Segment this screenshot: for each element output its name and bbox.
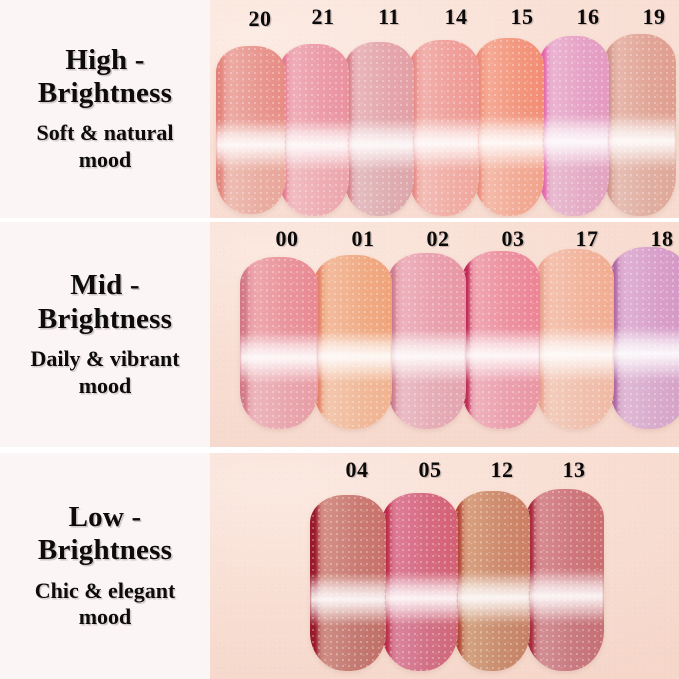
swatch-glare: [314, 331, 392, 384]
shade-number-label: 11: [378, 4, 400, 29]
swatch-glare: [454, 570, 530, 625]
caption-low-brightness: Low - Brightness Chic & elegant mood: [0, 453, 210, 679]
shade-number-label: 02: [426, 225, 450, 251]
caption-subtitle: Daily & vibrant mood: [30, 346, 180, 398]
caption-title: High - Brightness: [37, 43, 173, 110]
lip-gloss-swatch: [454, 491, 530, 672]
lip-gloss-swatch: [310, 495, 386, 672]
lip-gloss-swatch: [526, 489, 604, 672]
caption-subtitle: Chic & elegant mood: [34, 577, 176, 630]
shade-number-label: 03: [501, 225, 525, 251]
lip-gloss-swatch: [388, 252, 466, 429]
swatch-glare: [388, 330, 466, 383]
swatch-photo-mid: 00 01 02 03 17 18: [210, 221, 679, 448]
swatch-glare: [536, 327, 614, 382]
shade-number-label: 04: [345, 457, 369, 483]
shade-number-label: 15: [510, 4, 534, 29]
lip-gloss-swatch: [604, 34, 676, 216]
caption-subtitle: Soft & natural mood: [36, 120, 174, 173]
lip-gloss-swatch: [279, 44, 349, 216]
lip-gloss-swatch: [216, 46, 286, 214]
brightness-row-mid: Mid - Brightness Daily & vibrant mood 00…: [0, 221, 679, 448]
shade-number-label: 13: [562, 457, 586, 483]
lip-gloss-swatch: [536, 248, 614, 429]
swatch-glare: [382, 571, 458, 626]
swatch-strip-high: 20 21 11 14 15 16 19: [210, 0, 679, 218]
swatch-strip-low: 04 05 12 13: [210, 453, 679, 679]
shade-number-label: 05: [418, 457, 442, 483]
shade-number-label: 17: [575, 225, 599, 251]
swatch-glare: [216, 119, 286, 171]
shade-number-label: 00: [275, 225, 299, 251]
lip-gloss-swatch: [474, 38, 544, 216]
swatch-glare: [344, 118, 414, 171]
swatch-glare: [310, 572, 386, 626]
lip-gloss-swatch: [610, 246, 679, 429]
shade-number-label: 14: [444, 4, 468, 29]
swatch-glare: [474, 116, 544, 170]
shade-number-label: 01: [351, 225, 375, 251]
swatch-glare: [610, 326, 679, 382]
swatch-glare: [539, 115, 609, 170]
caption-high-brightness: High - Brightness Soft & natural mood: [0, 0, 210, 218]
panel-divider-1: [0, 217, 679, 222]
shade-number-label: 16: [576, 4, 600, 29]
swatch-glare: [462, 329, 540, 383]
swatch-strip-mid: 00 01 02 03 17 18: [210, 222, 679, 448]
lip-gloss-swatch: [539, 36, 609, 216]
swatch-glare: [409, 117, 479, 171]
panel-divider-2: [0, 447, 679, 454]
shade-number-label: 21: [311, 4, 335, 29]
lip-gloss-swatch: [382, 493, 458, 672]
brightness-row-high: High - Brightness Soft & natural mood 20…: [0, 0, 679, 218]
brightness-row-low: Low - Brightness Chic & elegant mood 04 0…: [0, 453, 679, 679]
caption-title: Mid - Brightness: [37, 269, 173, 335]
lip-gloss-swatch: [240, 256, 318, 429]
shade-number-label: 20: [248, 6, 272, 31]
lip-gloss-swatch: [344, 42, 414, 216]
swatch-photo-low: 04 05 12 13: [210, 453, 679, 679]
swatch-glare: [279, 119, 349, 172]
shade-number-label: 19: [642, 4, 666, 29]
swatch-glare: [604, 114, 676, 169]
swatch-glare: [240, 332, 318, 384]
shade-number-label: 18: [650, 225, 674, 251]
lip-gloss-swatch: [462, 250, 540, 429]
swatch-photo-high: 20 21 11 14 15 16 19: [210, 0, 679, 218]
lip-gloss-swatch: [409, 40, 479, 216]
caption-title: Low - Brightness: [37, 500, 173, 567]
lip-gloss-swatch: [314, 254, 392, 429]
shade-number-label: 12: [490, 457, 514, 483]
swatch-glare: [526, 569, 604, 624]
caption-mid-brightness: Mid - Brightness Daily & vibrant mood: [0, 221, 210, 448]
